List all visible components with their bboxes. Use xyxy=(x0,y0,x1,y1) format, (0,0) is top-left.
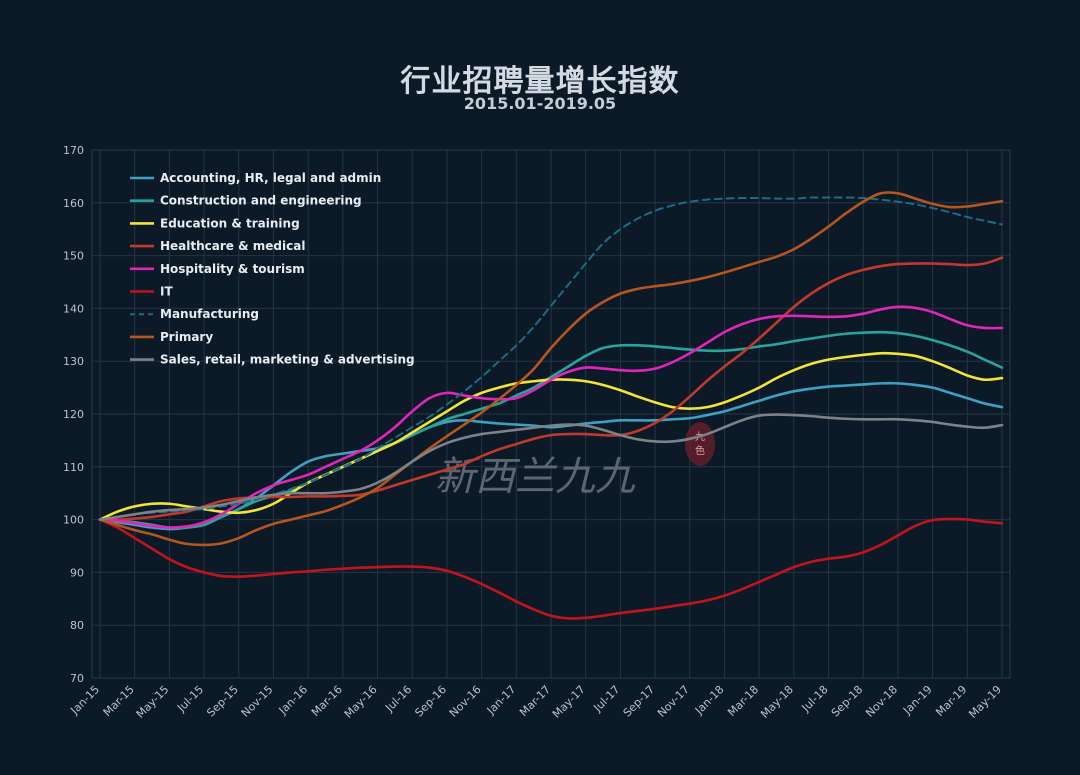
x-tick-label: Jul-15 xyxy=(174,683,206,715)
x-tick-label: Jan-19 xyxy=(900,683,935,718)
legend-label-construction-and-engineering: Construction and engineering xyxy=(160,194,362,208)
y-tick-label: 150 xyxy=(63,250,84,263)
x-tick-label: Nov-17 xyxy=(655,683,692,720)
legend-label-primary: Primary xyxy=(160,330,213,344)
y-tick-label: 120 xyxy=(63,408,84,421)
chart-title: 行业招聘量增长指数 xyxy=(400,64,680,99)
x-tick-label: Sep-18 xyxy=(829,683,866,720)
series-line-accounting-hr-legal-and-admin xyxy=(98,381,1004,531)
x-tick-label: Nov-16 xyxy=(447,683,484,720)
x-tick-label: Sep-15 xyxy=(204,683,241,720)
series-line-hospitality-tourism xyxy=(98,305,1004,529)
x-tick-label: Mar-19 xyxy=(933,683,969,719)
series-line-primary xyxy=(98,191,1004,547)
x-tick-label: Jul-18 xyxy=(799,683,831,715)
x-tick-label: Nov-15 xyxy=(239,683,276,720)
x-tick-label: Jan-18 xyxy=(692,683,727,718)
legend-label-sales-retail-marketing-advertising: Sales, retail, marketing & advertising xyxy=(160,353,415,367)
x-tick-label: Sep-16 xyxy=(412,683,449,720)
watermark-seal-text: 色 xyxy=(695,444,705,457)
x-tick-label: May-17 xyxy=(550,683,588,721)
x-tick-label: May-16 xyxy=(342,683,380,721)
x-tick-label: Jul-16 xyxy=(382,683,414,715)
legend: Accounting, HR, legal and admin Construct… xyxy=(130,171,415,367)
series-line-manufacturing xyxy=(99,196,1003,521)
x-tick-label: May-19 xyxy=(966,683,1004,721)
series-line-construction-and-engineering xyxy=(98,330,1004,530)
legend-label-education-training: Education & training xyxy=(160,216,300,230)
y-tick-label: 90 xyxy=(70,566,84,579)
x-tick-label: Mar-15 xyxy=(101,683,137,719)
chart-subtitle: 2015.01-2019.05 xyxy=(463,94,617,113)
x-tick-label: Jan-15 xyxy=(68,683,103,718)
x-tick-label: May-18 xyxy=(758,683,796,721)
legend-label-manufacturing: Manufacturing xyxy=(160,307,259,321)
watermark-seal xyxy=(685,422,715,466)
x-tick-label: Jan-16 xyxy=(276,683,311,718)
series-line-it xyxy=(98,517,1004,620)
y-axis: 70 80 90 100 110 120 130 140 150 160 170 xyxy=(63,144,84,685)
x-tick-label: Nov-18 xyxy=(863,683,900,720)
x-tick-label: Sep-17 xyxy=(621,683,658,720)
legend-label-hospitality-tourism: Hospitality & tourism xyxy=(160,262,305,276)
y-tick-label: 80 xyxy=(70,619,84,632)
plot-border xyxy=(91,149,1011,679)
grid xyxy=(91,149,1011,679)
y-tick-label: 70 xyxy=(70,672,84,685)
x-tick-label: Jul-17 xyxy=(591,683,623,715)
y-tick-label: 140 xyxy=(63,302,84,315)
legend-label-accounting-hr-legal-and-admin: Accounting, HR, legal and admin xyxy=(160,171,381,185)
watermark-text: 新西兰九九 xyxy=(435,454,636,500)
y-tick-label: 130 xyxy=(63,355,84,368)
x-tick-label: Jan-17 xyxy=(484,683,519,718)
y-tick-label: 110 xyxy=(63,461,84,474)
y-tick-label: 160 xyxy=(63,197,84,210)
y-tick-label: 100 xyxy=(63,514,84,527)
legend-label-it: IT xyxy=(160,285,173,299)
x-tick-label: Mar-16 xyxy=(309,683,345,719)
x-tick-label: Mar-17 xyxy=(517,683,553,719)
series-line-sales-retail-marketing-advertising xyxy=(98,413,1004,521)
x-tick-label: Mar-18 xyxy=(725,683,761,719)
series-lines xyxy=(98,191,1004,620)
y-tick-label: 170 xyxy=(63,144,84,157)
x-tick-label: May-15 xyxy=(134,683,172,721)
legend-label-healthcare-medical: Healthcare & medical xyxy=(160,239,305,253)
